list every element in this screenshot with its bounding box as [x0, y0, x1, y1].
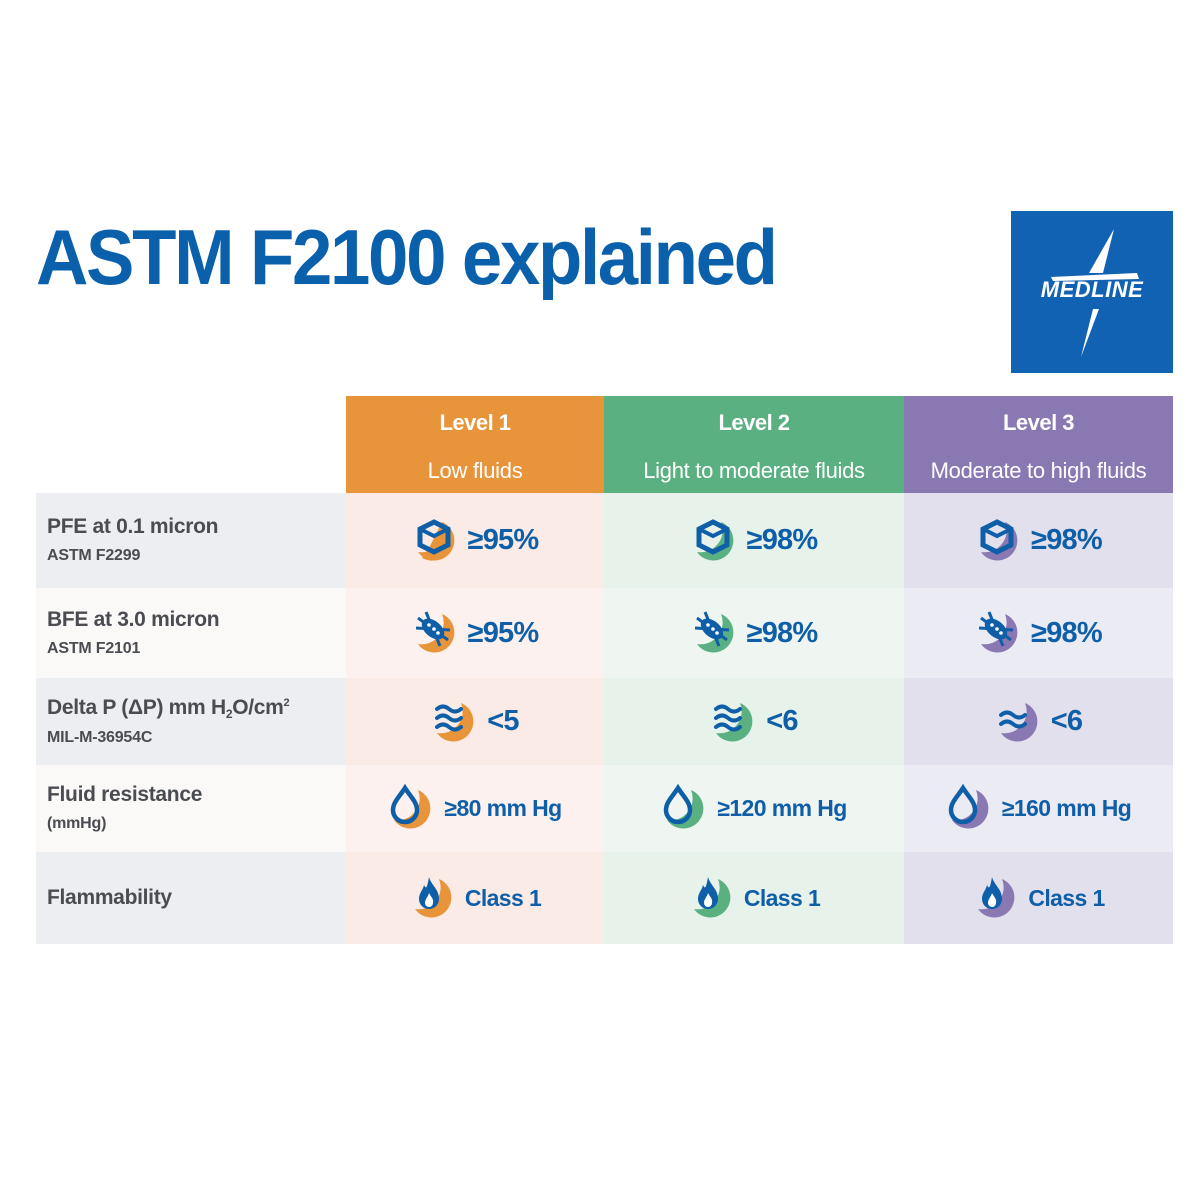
- value-cell-level-2: ≥98%: [604, 588, 904, 678]
- particle-cube-icon: [691, 516, 741, 566]
- value-text: ≥98%: [746, 524, 819, 556]
- bacteria-icon: [691, 608, 741, 658]
- value-text: <5: [487, 705, 519, 737]
- row-standard: MIL-M-36954C: [47, 729, 153, 746]
- row-label: Delta P (ΔP) mm H2O/cm2 MIL-M-36954C: [36, 678, 346, 765]
- droplet-icon: [388, 783, 438, 834]
- row-title: BFE at 3.0 micron: [47, 608, 220, 631]
- star-icon: [1051, 229, 1139, 357]
- value-cell-level-2: ≥98%: [604, 493, 904, 588]
- header-empty-cell: [36, 396, 346, 493]
- table-row-delta-p: Delta P (ΔP) mm H2O/cm2 MIL-M-36954C <5 …: [36, 678, 1173, 765]
- row-standard: (mmHg): [47, 815, 107, 832]
- row-label: Fluid resistance (mmHg): [36, 765, 346, 852]
- droplet-icon: [661, 783, 711, 834]
- value-cell-level-3: ≥160 mm Hg: [904, 765, 1173, 852]
- value-cell-level-1: ≥80 mm Hg: [346, 765, 604, 852]
- value-text: ≥95%: [467, 616, 540, 649]
- particle-cube-icon: [975, 516, 1025, 566]
- value-text: <6: [1050, 705, 1083, 737]
- flame-icon: [972, 873, 1022, 923]
- level-name: Level 1: [439, 410, 511, 435]
- value-cell-level-3: Class 1: [904, 852, 1173, 944]
- value-text: ≥95%: [467, 524, 540, 556]
- value-cell-level-1: ≥95%: [346, 493, 604, 588]
- value-text: Class 1: [743, 884, 821, 911]
- level-name: Level 2: [718, 410, 790, 435]
- air-waves-icon: [995, 697, 1045, 747]
- value-text: ≥98%: [1031, 524, 1103, 556]
- air-waves-icon: [710, 697, 760, 747]
- value-text: Class 1: [1028, 884, 1105, 911]
- value-cell-level-2: Class 1: [604, 852, 904, 944]
- table-row-flammability: Flammability Class 1 Class 1 Class 1: [36, 852, 1173, 944]
- air-waves-icon: [431, 697, 481, 747]
- row-label: BFE at 3.0 micron ASTM F2101: [36, 588, 346, 678]
- droplet-icon: [946, 783, 996, 834]
- row-label: Flammability: [36, 852, 346, 944]
- table-row-fluid-resistance: Fluid resistance (mmHg) ≥80 mm Hg ≥120 m…: [36, 765, 1173, 852]
- value-cell-level-2: <6: [604, 678, 904, 765]
- row-title: PFE at 0.1 micron: [47, 515, 219, 538]
- value-text: ≥120 mm Hg: [717, 795, 847, 821]
- value-cell-level-3: <6: [904, 678, 1173, 765]
- level-description: Low fluids: [427, 458, 523, 483]
- value-text: ≥160 mm Hg: [1001, 795, 1132, 821]
- table-row-bfe: BFE at 3.0 micron ASTM F2101 ≥95% ≥98% ≥…: [36, 588, 1173, 678]
- row-title: Delta P (ΔP) mm H2O/cm2: [47, 696, 290, 721]
- table-row-pfe: PFE at 0.1 micron ASTM F2299 ≥95% ≥98% ≥…: [36, 493, 1173, 588]
- value-cell-level-1: Class 1: [346, 852, 604, 944]
- header-row: Level 1 Low fluids Level 2 Light to mode…: [36, 396, 1173, 493]
- value-text: ≥98%: [1031, 616, 1103, 649]
- comparison-table: Level 1 Low fluids Level 2 Light to mode…: [36, 396, 1173, 944]
- value-cell-level-3: ≥98%: [904, 588, 1173, 678]
- level-description: Light to moderate fluids: [643, 458, 865, 483]
- page-title: ASTM F2100 explained: [36, 213, 778, 301]
- flame-icon: [409, 873, 459, 923]
- row-standard: ASTM F2299: [47, 547, 141, 564]
- logo-text: MEDLINE: [1040, 277, 1144, 302]
- level-1-header: Level 1 Low fluids: [346, 396, 604, 493]
- level-2-header: Level 2 Light to moderate fluids: [604, 396, 904, 493]
- row-label: PFE at 0.1 micron ASTM F2299: [36, 493, 346, 588]
- flame-icon: [688, 873, 738, 923]
- value-cell-level-2: ≥120 mm Hg: [604, 765, 904, 852]
- value-cell-level-3: ≥98%: [904, 493, 1173, 588]
- level-description: Moderate to high fluids: [930, 458, 1147, 483]
- row-title: Flammability: [47, 886, 172, 909]
- level-name: Level 3: [1002, 410, 1075, 435]
- row-title: Fluid resistance: [47, 783, 203, 806]
- value-text: ≥80 mm Hg: [444, 795, 562, 821]
- medline-logo: MEDLINE: [1011, 211, 1173, 373]
- bacteria-icon: [975, 608, 1025, 658]
- value-text: Class 1: [464, 884, 542, 911]
- level-3-header: Level 3 Moderate to high fluids: [904, 396, 1173, 493]
- value-text: <6: [766, 705, 798, 737]
- bacteria-icon: [412, 608, 462, 658]
- value-cell-level-1: ≥95%: [346, 588, 604, 678]
- value-text: ≥98%: [746, 616, 819, 649]
- row-standard: ASTM F2101: [47, 640, 141, 657]
- value-cell-level-1: <5: [346, 678, 604, 765]
- particle-cube-icon: [412, 516, 462, 566]
